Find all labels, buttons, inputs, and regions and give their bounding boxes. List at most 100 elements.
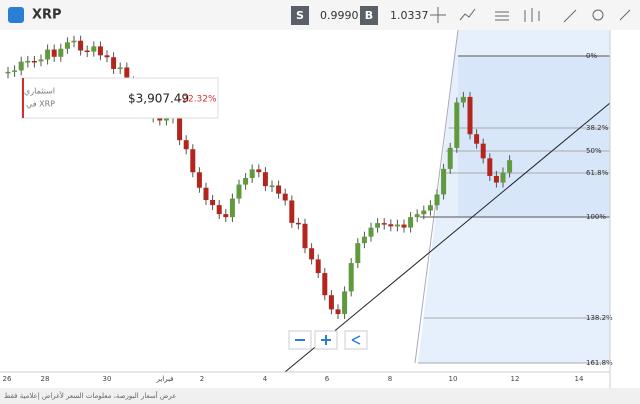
footer: عرض أسعار البورصة، معلومات السعر لأغراض … — [4, 391, 176, 400]
x-tick-label: فبراير — [155, 375, 173, 383]
candle — [474, 134, 480, 144]
xrp-logo — [8, 7, 24, 23]
candle — [71, 40, 77, 43]
candle — [335, 309, 341, 315]
x-tick-label: 12 — [511, 375, 520, 383]
sell-label[interactable]: S — [296, 9, 304, 22]
candle — [427, 205, 433, 211]
x-tick-label: 2 — [200, 375, 204, 383]
x-tick-label: 10 — [449, 375, 458, 383]
candle — [408, 217, 414, 228]
x-tick-label: 28 — [41, 375, 50, 383]
candle — [104, 55, 110, 58]
buy-label[interactable]: B — [365, 9, 373, 22]
candle — [84, 50, 90, 53]
candle — [414, 214, 420, 218]
sell-price: 0.9990 — [320, 9, 359, 22]
candle — [401, 224, 407, 228]
candle — [117, 67, 123, 69]
candle — [190, 149, 196, 173]
tooltip-subtitle: في XRP — [26, 100, 55, 109]
candle — [177, 118, 183, 141]
tooltip-value: $3,907.49 — [128, 92, 189, 106]
footer-bar — [0, 388, 640, 404]
fib-zone-core — [458, 56, 610, 217]
fib-label: 50% — [586, 147, 602, 155]
candle — [45, 49, 51, 60]
candle — [434, 194, 440, 206]
candle — [460, 96, 466, 103]
candle — [64, 42, 70, 49]
candle — [500, 172, 506, 183]
fib-label: 0% — [586, 52, 597, 60]
fib-label: 161.8% — [586, 359, 613, 367]
candle — [348, 263, 354, 292]
candle — [97, 46, 103, 56]
buy-price: 1.0337 — [390, 9, 429, 22]
tooltip — [21, 77, 219, 119]
candle — [58, 48, 64, 57]
candle — [25, 60, 31, 63]
candle — [381, 223, 387, 225]
fib-label: 138.2% — [586, 314, 613, 322]
candle — [78, 40, 84, 51]
candle — [183, 140, 189, 150]
share[interactable] — [344, 330, 368, 350]
candle — [31, 60, 37, 63]
candle — [447, 147, 453, 169]
candle — [216, 205, 222, 215]
candle — [223, 214, 229, 218]
candle — [111, 57, 117, 69]
candle — [51, 49, 57, 57]
candle — [388, 224, 394, 227]
x-tick-label: 6 — [325, 375, 330, 383]
candle — [210, 200, 216, 206]
buy-button[interactable] — [360, 6, 378, 25]
candle — [355, 243, 361, 264]
candle — [38, 59, 44, 62]
plot-area: 0%38.2%50%61.8%100%138.2%161.8%26 28 30 فبر… — [0, 29, 613, 388]
candle — [124, 67, 130, 82]
zoom-in-icon — [321, 335, 331, 345]
trendline — [284, 102, 611, 373]
candle — [322, 273, 328, 296]
candle — [441, 168, 447, 195]
candle — [342, 291, 348, 315]
candle — [229, 198, 235, 218]
tooltip-change: -22.32% — [179, 95, 217, 105]
candle — [302, 223, 308, 249]
zoom-controls[interactable] — [288, 330, 368, 350]
candle — [249, 169, 255, 178]
toolbar — [0, 0, 640, 30]
candle — [375, 223, 381, 228]
candle — [262, 172, 268, 187]
candle — [289, 200, 295, 223]
candle — [421, 210, 427, 215]
candle — [328, 295, 334, 310]
candle — [256, 169, 262, 173]
candle — [236, 184, 242, 199]
candle — [507, 160, 513, 173]
candle — [269, 185, 275, 188]
toolbar-icons[interactable] — [430, 7, 631, 23]
candle — [91, 46, 97, 52]
candle — [487, 158, 493, 176]
candle — [157, 117, 163, 121]
x-tick-label: 30 — [103, 375, 112, 383]
candle — [12, 70, 18, 72]
candle — [196, 172, 202, 188]
sell-button[interactable] — [291, 6, 309, 25]
x-tick-label: 4 — [263, 375, 268, 383]
tooltip-accent — [22, 78, 24, 118]
candle — [467, 96, 473, 135]
fib-label: 38.2% — [586, 124, 609, 132]
candle — [368, 227, 374, 237]
x-tick-label: 14 — [575, 375, 584, 383]
candle — [18, 61, 24, 71]
candle — [454, 102, 460, 148]
symbol: XRP — [32, 8, 62, 23]
candle — [276, 185, 282, 194]
x-tick-label: 26 — [3, 375, 12, 383]
